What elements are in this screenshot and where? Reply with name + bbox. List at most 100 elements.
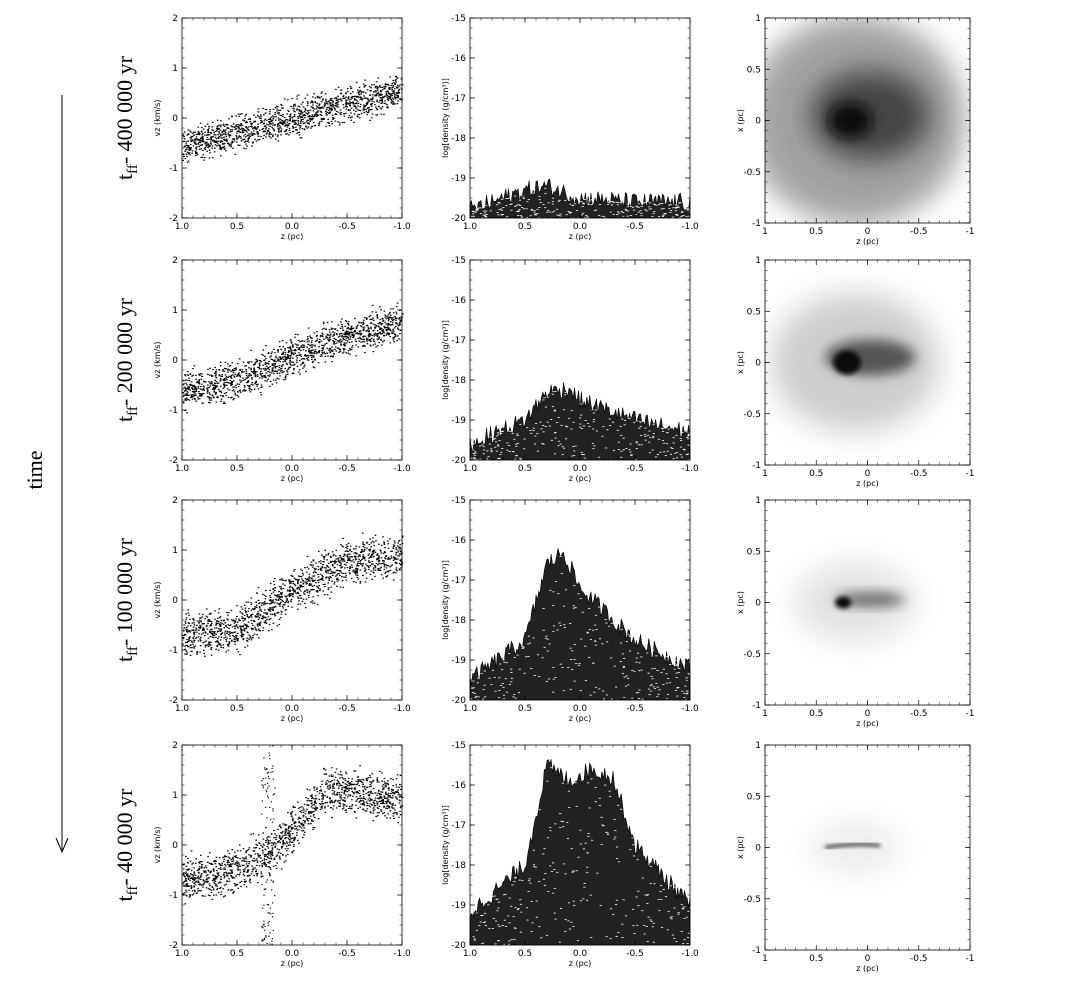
- velocity-point: [219, 133, 222, 135]
- velocity-point: [230, 382, 232, 384]
- velocity-point: [376, 338, 379, 340]
- velocity-point: [369, 555, 372, 557]
- velocity-point: [287, 123, 290, 125]
- velocity-point: [283, 98, 286, 100]
- velocity-point: [203, 389, 206, 391]
- velocity-point: [256, 133, 259, 135]
- velocity-point: [239, 376, 242, 378]
- map-ytick-label: -0.5: [743, 168, 761, 178]
- velocity-point: [362, 323, 364, 326]
- velocity-point: [226, 381, 229, 384]
- velocity-point: [282, 364, 284, 366]
- velocity-point: [357, 556, 360, 558]
- velocity-point: [245, 628, 247, 630]
- density-texture: [554, 437, 557, 439]
- velocity-point: [263, 114, 265, 116]
- velocity-point: [222, 124, 225, 126]
- velocity-point: [348, 572, 351, 574]
- velocity-point: [325, 342, 328, 345]
- velocity-point: [307, 327, 310, 329]
- velocity-point: [289, 594, 292, 596]
- velocity-point: [363, 106, 365, 108]
- velocity-point: [395, 569, 398, 571]
- velocity-point: [198, 140, 201, 142]
- velocity-point: [381, 320, 384, 322]
- velocity-point: [291, 125, 294, 128]
- density-xtick-label: -0.5: [626, 464, 644, 474]
- velocity-point: [375, 114, 377, 116]
- velocity-point: [369, 340, 372, 342]
- velocity-point: [328, 337, 331, 339]
- velocity-point: [258, 365, 261, 367]
- density-texture: [544, 187, 547, 189]
- velocity-point: [322, 98, 324, 100]
- density-texture: [570, 428, 573, 430]
- velocity-point: [275, 138, 277, 140]
- velocity-point: [382, 331, 384, 333]
- velocity-point: [250, 637, 253, 639]
- density-texture: [520, 207, 524, 208]
- velocity-point: [244, 117, 246, 120]
- velocity-point: [384, 103, 387, 105]
- velocity-point: [396, 92, 399, 94]
- velocity-point: [310, 349, 313, 351]
- velocity-point: [215, 145, 218, 147]
- velocity-point: [390, 102, 393, 104]
- velocity-point: [212, 397, 215, 399]
- velocity-point: [263, 602, 266, 604]
- velocity-point: [253, 121, 255, 123]
- velocity-point: [370, 322, 372, 325]
- velocity-point: [185, 644, 188, 647]
- velocity-point: [386, 333, 388, 335]
- velocity-point: [376, 314, 378, 316]
- velocity-point: [378, 328, 381, 330]
- velocity-point: [214, 375, 217, 377]
- velocity-point: [387, 333, 390, 335]
- velocity-point: [341, 557, 343, 560]
- velocity-point: [189, 396, 192, 398]
- velocity-point: [231, 129, 234, 131]
- density-texture: [542, 204, 545, 206]
- velocity-point: [219, 639, 222, 641]
- velocity-point: [272, 124, 274, 126]
- velocity-point: [214, 393, 217, 395]
- velocity-point: [264, 369, 267, 371]
- velocity-point: [261, 372, 264, 375]
- velocity-point: [325, 112, 328, 114]
- velocity-point: [194, 139, 197, 141]
- velocity-point: [245, 372, 248, 375]
- velocity-point: [302, 358, 305, 360]
- velocity-point: [277, 128, 280, 130]
- velocity-point: [183, 131, 186, 133]
- velocity-point: [225, 377, 227, 379]
- velocity-point: [261, 121, 263, 123]
- velocity-point: [371, 100, 373, 102]
- velocity-point: [252, 608, 255, 611]
- velocity-point: [397, 335, 399, 337]
- velocity-point: [307, 343, 310, 345]
- velocity-point: [280, 613, 283, 615]
- velocity-point: [266, 365, 268, 367]
- density-texture: [562, 409, 566, 411]
- velocity-point: [381, 105, 384, 108]
- density-texture: [602, 215, 605, 217]
- density-texture: [637, 206, 640, 208]
- velocity-point: [353, 98, 356, 100]
- velocity-point: [317, 106, 320, 108]
- velocity-point: [367, 328, 369, 331]
- velocity-point: [232, 380, 235, 382]
- velocity-point: [359, 581, 362, 583]
- velocity-point: [333, 353, 335, 355]
- density-texture: [533, 209, 536, 211]
- velocity-point: [251, 628, 254, 630]
- velocity-point: [211, 126, 214, 128]
- velocity-point: [314, 579, 316, 581]
- velocity-point: [207, 396, 210, 398]
- velocity-point: [312, 559, 315, 561]
- velocity-point: [213, 632, 216, 635]
- velocity-point: [235, 136, 238, 138]
- density-texture: [518, 209, 521, 210]
- velocity-point: [217, 127, 220, 130]
- velocity-point: [216, 640, 219, 642]
- velocity-point: [247, 118, 250, 120]
